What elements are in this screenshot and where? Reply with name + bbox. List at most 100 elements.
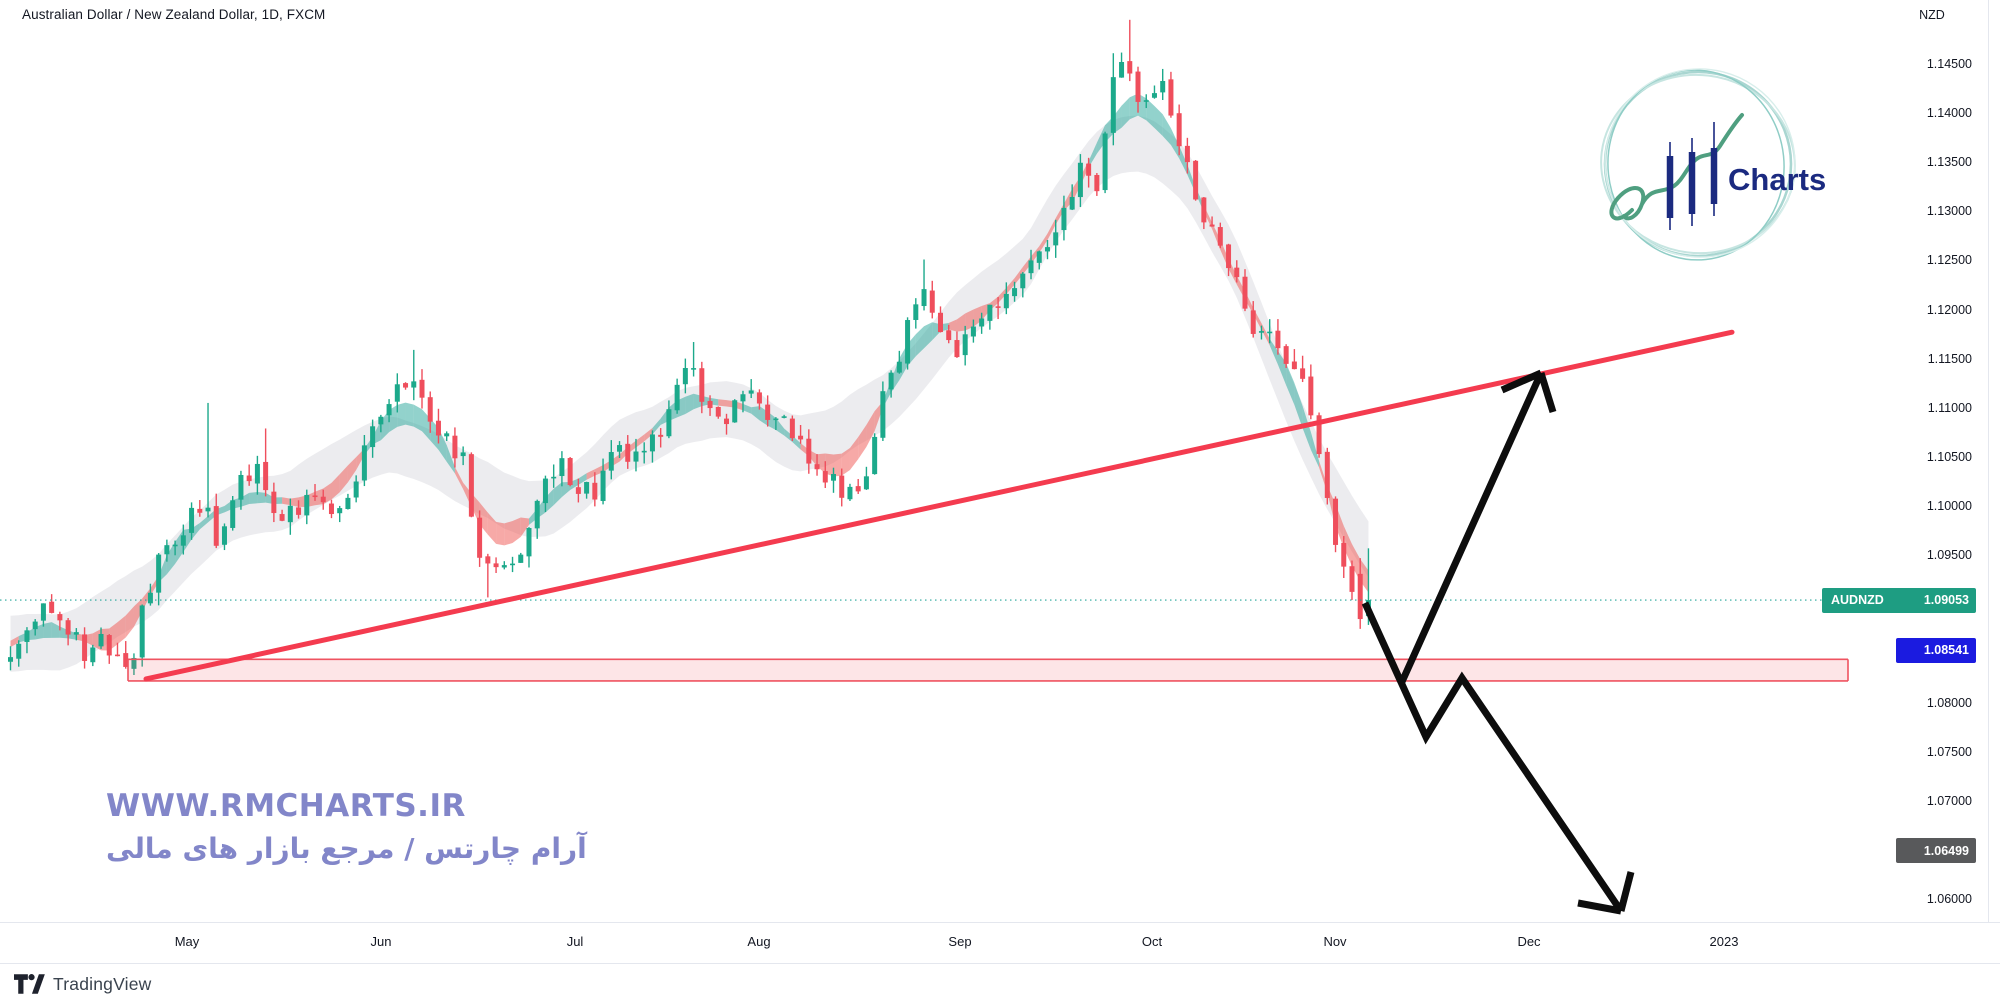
chart-element bbox=[1261, 323, 1270, 346]
price-tick-label: 1.06000 bbox=[1926, 891, 1972, 906]
chart-element bbox=[378, 416, 384, 425]
chart-element bbox=[784, 428, 793, 442]
chart-element bbox=[189, 507, 195, 533]
chart-element bbox=[1537, 371, 1557, 414]
chart-element bbox=[1151, 93, 1157, 98]
chart-element bbox=[658, 434, 664, 437]
chart-element bbox=[699, 368, 705, 402]
price-chart-canvas[interactable] bbox=[0, 0, 1852, 922]
chart-element bbox=[125, 606, 134, 638]
price-axis[interactable]: NZD 1.14500 1.14000 1.13500 1.13000 1.12500 1… bbox=[1852, 0, 1988, 962]
time-tick-label: Dec bbox=[1517, 934, 1541, 949]
logo-candlestick-icon bbox=[1666, 122, 1718, 230]
chart-element bbox=[831, 473, 836, 481]
chart-element bbox=[337, 508, 343, 514]
chart-element bbox=[10, 636, 19, 648]
chart-element bbox=[199, 515, 209, 530]
chart-element bbox=[551, 476, 557, 479]
chart-element bbox=[477, 517, 483, 558]
chart-element bbox=[1162, 114, 1171, 145]
chart-element bbox=[82, 634, 88, 661]
chart-element bbox=[674, 384, 680, 411]
tradingview-label: TradingView bbox=[53, 973, 152, 994]
chart-element bbox=[380, 410, 390, 441]
chart-element bbox=[1333, 498, 1339, 545]
time-axis[interactable]: May Jun Jul Aug Sep Oct Nov Dec 2023 bbox=[0, 922, 2000, 964]
price-tick-label: 1.10000 bbox=[1926, 499, 1972, 514]
chart-element bbox=[913, 304, 919, 320]
chart-element bbox=[446, 445, 455, 474]
chart-element bbox=[1047, 218, 1056, 241]
time-tick-label: Oct bbox=[1141, 934, 1163, 949]
chart-element bbox=[775, 418, 785, 436]
chart-element bbox=[1577, 899, 1622, 915]
chart-element bbox=[1310, 432, 1320, 468]
chart-element bbox=[1294, 382, 1303, 429]
chart-element bbox=[1006, 278, 1015, 295]
chart-element bbox=[339, 465, 348, 493]
chart-element bbox=[1121, 97, 1130, 128]
price-tick-label: 1.14500 bbox=[1926, 57, 1972, 71]
chart-element bbox=[147, 592, 153, 604]
chart-element bbox=[51, 622, 60, 638]
chart-element bbox=[1135, 71, 1141, 102]
chart-element bbox=[106, 635, 112, 656]
chart-element bbox=[180, 535, 186, 546]
chart-element bbox=[1063, 188, 1073, 211]
chart-element bbox=[331, 474, 340, 500]
chart-element bbox=[987, 304, 993, 321]
chart-element bbox=[1283, 346, 1289, 364]
chart-element bbox=[1014, 267, 1023, 285]
chart-element bbox=[156, 554, 162, 593]
chart-element bbox=[1039, 233, 1048, 253]
chart-element bbox=[394, 384, 400, 402]
chart-element bbox=[128, 659, 1848, 681]
chart-element bbox=[386, 404, 392, 416]
chart-element bbox=[454, 466, 464, 490]
chart-element bbox=[32, 621, 38, 630]
chart-element bbox=[1012, 288, 1018, 297]
chart-element bbox=[361, 445, 367, 481]
chart-element bbox=[691, 368, 697, 370]
chart-element bbox=[40, 603, 46, 621]
chart-element bbox=[166, 541, 176, 575]
chart-element bbox=[666, 409, 672, 437]
chart-element bbox=[1061, 207, 1067, 231]
chart-element bbox=[353, 481, 359, 498]
chart-element bbox=[287, 505, 293, 523]
chart-element bbox=[1250, 310, 1256, 334]
chart-element bbox=[1341, 542, 1347, 567]
chart-element bbox=[1127, 61, 1133, 74]
chart-element bbox=[1234, 267, 1240, 278]
chart-element bbox=[814, 464, 820, 470]
price-tick-label: 1.11500 bbox=[1927, 351, 1972, 366]
price-tick-label: 1.12500 bbox=[1926, 253, 1972, 268]
chart-element bbox=[781, 416, 787, 418]
time-tick-label: Jul bbox=[566, 934, 584, 949]
chart-element bbox=[254, 463, 260, 484]
chart-element bbox=[496, 521, 505, 546]
chart-element bbox=[1184, 145, 1190, 163]
chart-element bbox=[685, 393, 694, 415]
chart-element bbox=[756, 392, 762, 404]
chart-element bbox=[924, 322, 933, 349]
time-tick-label: Jun bbox=[370, 934, 392, 949]
chart-element bbox=[773, 418, 779, 421]
symbol-title[interactable]: Australian Dollar / New Zealand Dollar, … bbox=[22, 7, 326, 22]
tradingview-attribution[interactable]: TradingView bbox=[14, 973, 152, 995]
chart-element bbox=[1209, 224, 1215, 227]
chart-element bbox=[608, 452, 614, 471]
chart-element bbox=[929, 290, 935, 313]
chart-element bbox=[1077, 162, 1083, 198]
chart-element bbox=[946, 330, 952, 341]
chart-element bbox=[1146, 98, 1155, 129]
logo-wordmark: Charts bbox=[1728, 162, 1826, 197]
chart-element bbox=[1308, 376, 1314, 416]
chart-element bbox=[197, 508, 203, 513]
chart-element bbox=[965, 309, 974, 331]
chart-element bbox=[1300, 368, 1306, 379]
time-tick-label: May bbox=[174, 934, 200, 949]
chart-element bbox=[164, 545, 170, 555]
chart-element bbox=[290, 497, 299, 507]
chart-element bbox=[419, 379, 425, 398]
